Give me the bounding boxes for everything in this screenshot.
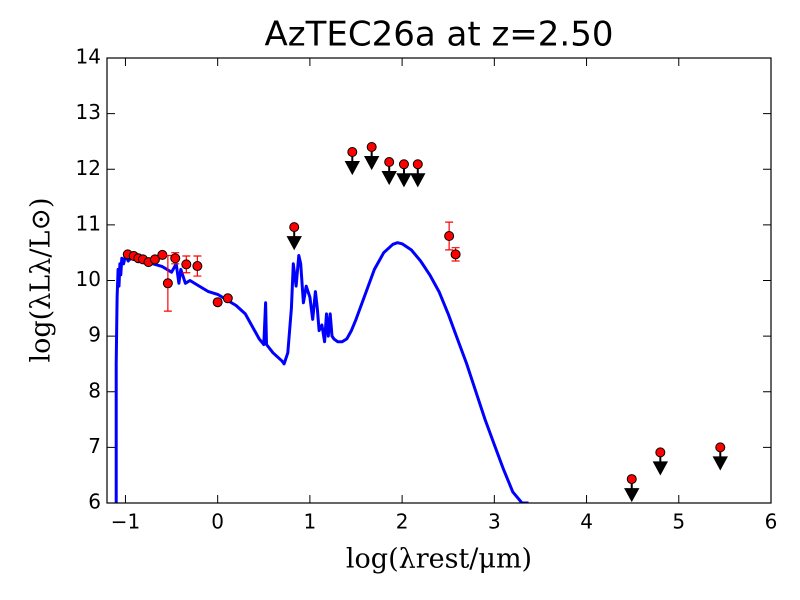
y-tick-label: 7: [88, 434, 101, 458]
data-point: [212, 297, 223, 308]
y-tick-label: 11: [76, 211, 101, 235]
x-tick-label: 3: [488, 510, 501, 534]
upper-limit-point: [347, 147, 358, 158]
y-tick-label: 8: [88, 378, 101, 402]
data-point: [192, 261, 203, 272]
x-tick-label: 0: [211, 510, 224, 534]
upper-limit-point: [384, 157, 395, 168]
x-tick-label: 5: [672, 510, 685, 534]
y-tick-label: 10: [76, 267, 101, 291]
y-tick-label: 9: [88, 323, 101, 347]
y-axis-label: log(λLλ/L⊙): [26, 197, 57, 362]
upper-limit-point: [398, 159, 409, 170]
x-tick-label: 6: [765, 510, 778, 534]
x-tick-label: 2: [396, 510, 409, 534]
y-tick-label: 6: [88, 490, 101, 514]
data-point: [170, 253, 181, 264]
data-point: [444, 231, 455, 241]
upper-limit-point: [366, 142, 377, 152]
plot-area: [114, 142, 728, 503]
y-tick-label: 14: [76, 45, 101, 69]
upper-limit-point: [715, 442, 726, 453]
y-tick-label: 12: [76, 156, 101, 180]
data-point: [149, 254, 160, 265]
x-tick-label: −1: [111, 510, 140, 534]
upper-limit-point: [412, 159, 423, 170]
x-tick-label: 1: [304, 510, 317, 534]
data-point: [222, 293, 233, 304]
chart-title: AzTEC26a at z=2.50: [264, 15, 613, 55]
data-point: [450, 249, 461, 260]
x-axis-label: log(λrest/μm): [346, 544, 532, 575]
data-point: [162, 278, 173, 289]
x-tick-label: 4: [580, 510, 593, 534]
data-point: [181, 259, 192, 270]
y-tick-label: 13: [76, 100, 101, 124]
upper-limit-point: [626, 474, 637, 485]
upper-limit-point: [655, 447, 666, 458]
upper-limit-point: [289, 222, 300, 233]
